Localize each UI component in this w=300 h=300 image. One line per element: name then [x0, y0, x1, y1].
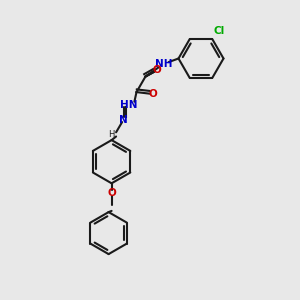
Text: N: N [119, 115, 128, 125]
Text: H: H [108, 130, 115, 139]
Text: Cl: Cl [214, 26, 225, 36]
Text: NH: NH [155, 59, 172, 70]
Text: HN: HN [120, 100, 138, 110]
Text: O: O [152, 65, 161, 75]
Text: O: O [107, 188, 116, 198]
Text: O: O [148, 88, 157, 99]
